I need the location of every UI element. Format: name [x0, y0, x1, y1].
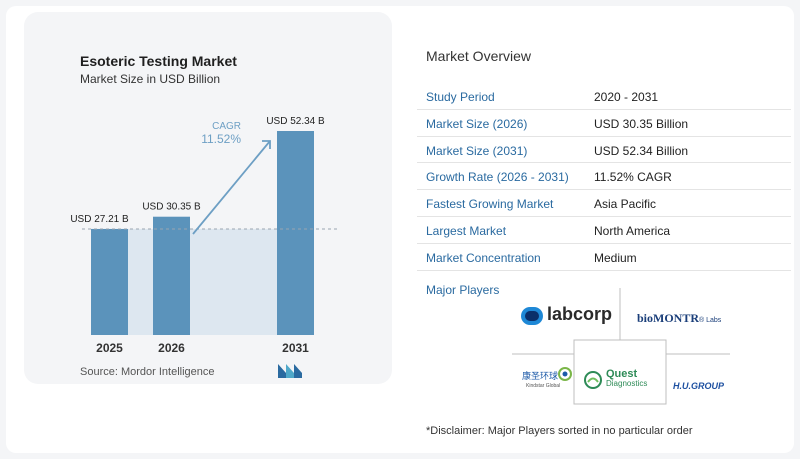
overview-value: North America	[594, 223, 671, 238]
overview-value: Asia Pacific	[594, 197, 657, 212]
overview-value: 2020 - 2031	[594, 90, 659, 104]
quest-name: Quest	[606, 368, 638, 380]
overview-row: Market Size (2031) USD 52.34 Billion	[417, 137, 791, 164]
overview-key: Market Size (2026)	[426, 116, 528, 131]
overview-key: Market Concentration	[426, 250, 541, 265]
overview-key: Largest Market	[426, 223, 507, 238]
x-tick-label: 2025	[96, 341, 123, 355]
kindstar-en-name: Kindstar Global	[526, 383, 561, 389]
overview-value: 11.52% CAGR	[594, 170, 672, 185]
overview-value: USD 30.35 Billion	[594, 116, 689, 131]
overview-row: Market Concentration Medium	[417, 244, 791, 271]
baseline-shade	[128, 228, 277, 335]
disclaimer: *Disclaimer: Major Players sorted in no …	[426, 425, 693, 437]
overview-value: Medium	[594, 250, 637, 265]
overview-table: Study Period 2020 - 2031 Market Size (2026…	[417, 83, 791, 271]
cagr-arrow-head-icon	[262, 140, 271, 149]
hu-group-logo: H.U.GROUP	[673, 376, 724, 394]
bar-2026	[153, 216, 190, 335]
overview-value: USD 52.34 Billion	[594, 143, 689, 158]
mordor-logo-icon	[278, 364, 302, 383]
cagr-label: CAGR	[212, 121, 241, 132]
overview-row: Study Period 2020 - 2031	[417, 83, 791, 110]
kindstar-cn-name: 康圣环球	[522, 371, 559, 381]
overview-key: Growth Rate (2026 - 2031)	[426, 170, 569, 185]
bar-value-label: USD 30.35 B	[142, 202, 201, 213]
cagr-value: 11.52%	[201, 132, 241, 146]
biomontr-logo: bioMONTR® Labs	[637, 309, 721, 327]
hu-group-name: H.U.GROUP	[673, 381, 725, 391]
bar-2025	[91, 228, 128, 335]
bar-2031	[277, 131, 314, 335]
source-note: Source: Mordor Intelligence	[80, 366, 215, 378]
x-tick-label: 2031	[282, 341, 309, 355]
overview-row: Fastest Growing Market Asia Pacific	[417, 190, 791, 217]
major-players-title: Major Players	[426, 283, 500, 297]
quest-logo: Quest Diagnostics	[584, 368, 660, 390]
x-tick-label: 2026	[158, 341, 185, 355]
overview-key: Study Period	[426, 90, 495, 104]
overview-key: Market Size (2031)	[426, 143, 528, 158]
bar-value-label: USD 52.34 B	[266, 116, 325, 127]
bar-chart: USD 27.21 B 2025 USD 30.35 B 2026 USD 52.34 …	[70, 116, 340, 355]
cagr-arrow	[192, 140, 271, 235]
overview-key: Fastest Growing Market	[426, 197, 554, 212]
kindstar-logo: 康圣环球 Kindstar Global	[522, 367, 572, 393]
players-grid	[512, 288, 730, 405]
quest-mark-icon	[584, 371, 602, 389]
labcorp-name: labcorp	[547, 304, 613, 324]
bar-value-label: USD 27.21 B	[70, 214, 129, 225]
kindstar-mark-icon	[558, 367, 572, 381]
labcorp-mark-icon	[521, 307, 543, 325]
chart-subtitle: Market Size in USD Billion	[80, 72, 221, 86]
biomontr-sup: ® Labs	[699, 317, 722, 324]
overview-row: Market Size (2026) USD 30.35 Billion	[417, 110, 791, 137]
quest-sub: Diagnostics	[606, 379, 648, 388]
overview-title: Market Overview	[426, 48, 532, 64]
biomontr-name: bioMONTR	[637, 311, 700, 325]
overview-row: Growth Rate (2026 - 2031) 11.52% CAGR	[417, 163, 791, 191]
chart-title: Esoteric Testing Market	[80, 53, 237, 69]
overview-row: Largest Market North America	[417, 217, 791, 244]
